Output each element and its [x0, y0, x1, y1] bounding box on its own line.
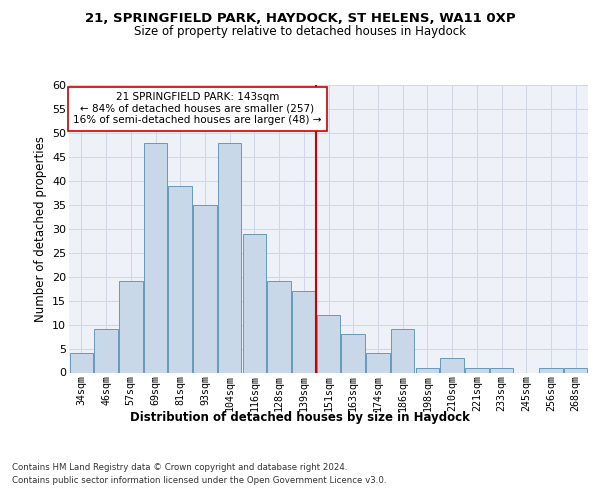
Bar — [193, 205, 217, 372]
Bar — [564, 368, 587, 372]
Bar — [341, 334, 365, 372]
Bar — [144, 142, 167, 372]
Bar — [94, 330, 118, 372]
Y-axis label: Number of detached properties: Number of detached properties — [34, 136, 47, 322]
Bar — [119, 282, 143, 372]
Bar — [242, 234, 266, 372]
Bar — [292, 291, 316, 372]
Bar — [169, 186, 192, 372]
Text: Distribution of detached houses by size in Haydock: Distribution of detached houses by size … — [130, 411, 470, 424]
Text: Size of property relative to detached houses in Haydock: Size of property relative to detached ho… — [134, 25, 466, 38]
Bar — [539, 368, 563, 372]
Bar — [268, 282, 291, 372]
Bar — [440, 358, 464, 372]
Text: 21, SPRINGFIELD PARK, HAYDOCK, ST HELENS, WA11 0XP: 21, SPRINGFIELD PARK, HAYDOCK, ST HELENS… — [85, 12, 515, 26]
Bar — [218, 142, 241, 372]
Bar — [317, 315, 340, 372]
Bar — [465, 368, 488, 372]
Bar — [490, 368, 513, 372]
Bar — [366, 354, 389, 372]
Text: Contains HM Land Registry data © Crown copyright and database right 2024.: Contains HM Land Registry data © Crown c… — [12, 462, 347, 471]
Text: Contains public sector information licensed under the Open Government Licence v3: Contains public sector information licen… — [12, 476, 386, 485]
Bar — [70, 354, 93, 372]
Bar — [391, 330, 415, 372]
Text: 21 SPRINGFIELD PARK: 143sqm
← 84% of detached houses are smaller (257)
16% of se: 21 SPRINGFIELD PARK: 143sqm ← 84% of det… — [73, 92, 322, 126]
Bar — [416, 368, 439, 372]
